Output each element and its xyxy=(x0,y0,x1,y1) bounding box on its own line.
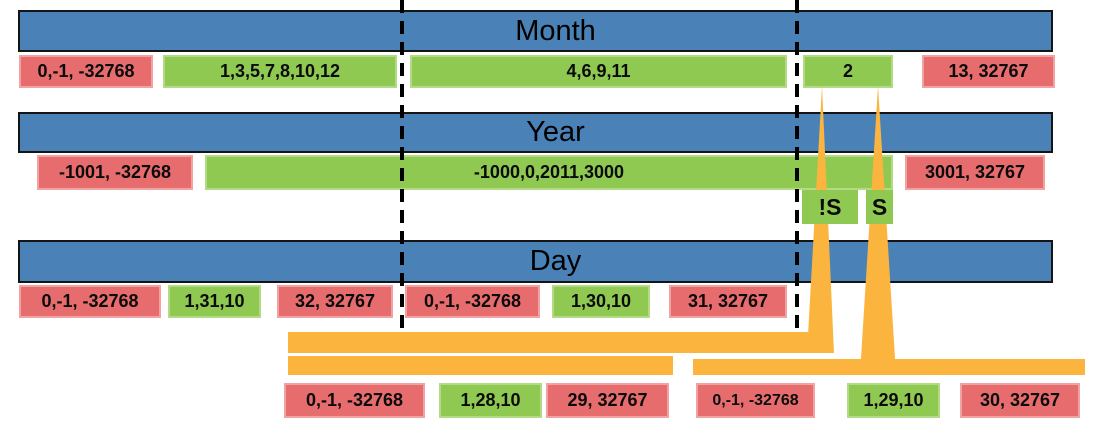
feb29-partition-invalid-high: 30, 32767 xyxy=(960,383,1080,418)
year-bar-title: Year xyxy=(526,116,585,148)
year-partition-invalid-low: -1001, -32768 xyxy=(37,155,193,190)
non-leap-year-flag: !S xyxy=(802,190,858,224)
feb-nonleap-connector-bar xyxy=(288,332,833,353)
year-partition-valid: -1000,0,2011,3000 xyxy=(205,155,893,190)
month-partition-30day-months: 4,6,9,11 xyxy=(410,55,787,88)
month-partition-february: 2 xyxy=(803,55,893,88)
day31-partition-invalid-high: 32, 32767 xyxy=(277,285,393,318)
feb-nonleap-range-bar xyxy=(288,356,673,375)
feb28-partition-invalid-high: 29, 32767 xyxy=(546,383,669,418)
day-bar-title: Day xyxy=(529,245,582,277)
year-bar: Year xyxy=(18,112,1053,153)
month-bar: Month xyxy=(18,10,1053,52)
month-partition-invalid-high: 13, 32767 xyxy=(922,55,1055,88)
feb29-partition-valid: 1,29,10 xyxy=(847,383,940,418)
day30-partition-valid: 1,30,10 xyxy=(552,285,650,318)
day31-partition-valid: 1,31,10 xyxy=(168,285,261,318)
day30-partition-invalid-low: 0,-1, -32768 xyxy=(405,285,540,318)
day-bar: Day xyxy=(18,240,1053,283)
leap-year-flag: S xyxy=(866,190,893,224)
day30-partition-invalid-high: 31, 32767 xyxy=(669,285,787,318)
feb29-partition-invalid-low: 0,-1, -32768 xyxy=(696,383,815,418)
month-partition-31day-months: 1,3,5,7,8,10,12 xyxy=(163,55,397,88)
month-bar-title: Month xyxy=(515,14,596,47)
day31-partition-invalid-low: 0,-1, -32768 xyxy=(19,285,161,318)
feb28-partition-valid: 1,28,10 xyxy=(439,383,542,418)
year-partition-invalid-high: 3001, 32767 xyxy=(905,155,1045,190)
feb-leap-range-bar xyxy=(693,359,1085,375)
feb28-partition-invalid-low: 0,-1, -32768 xyxy=(284,383,425,418)
month-partition-invalid-low: 0,-1, -32768 xyxy=(19,55,153,88)
